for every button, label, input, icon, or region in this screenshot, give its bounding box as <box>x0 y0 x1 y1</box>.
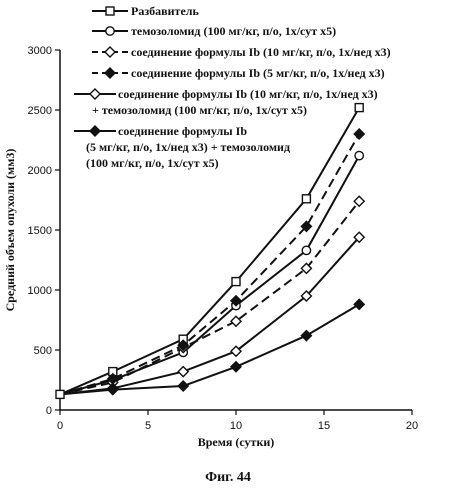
data-point <box>177 380 190 392</box>
data-point <box>353 195 366 208</box>
data-point <box>301 245 312 256</box>
legend-label: темозоломид (100 мг/кг, п/о, 1х/сут х5) <box>131 24 336 38</box>
legend-label: соединение формулы Ib <box>118 124 247 138</box>
legend-label: (100 мг/кг, п/о, 1х/сут х5) <box>86 156 219 170</box>
x-tick-label: 20 <box>406 420 418 432</box>
data-point <box>300 262 313 275</box>
y-tick-label: 0 <box>46 405 52 417</box>
series-line <box>59 155 361 396</box>
series-line <box>59 236 360 396</box>
data-point <box>353 298 366 311</box>
y-tick-label: 1500 <box>28 225 52 237</box>
data-point <box>230 294 242 307</box>
x-axis-title: Время (сутки) <box>198 435 275 449</box>
series-line <box>59 200 360 396</box>
x-tick-label: 10 <box>230 420 242 432</box>
x-tick-label: 15 <box>318 420 330 432</box>
data-point <box>300 290 313 302</box>
legend-marker <box>104 67 116 79</box>
data-point <box>300 220 313 233</box>
y-tick-label: 2000 <box>28 165 52 177</box>
y-axis-title: Средний объем опухоли (мм3) <box>3 149 17 312</box>
ticks: 0 5 10 15 20 0 500 1000 1500 2000 2500 3000 <box>28 45 419 432</box>
legend-label: соединение формулы Ib (10 мг/кг, п/о, 1х… <box>131 45 391 59</box>
series-line <box>59 303 360 396</box>
data-point <box>230 345 242 358</box>
data-point <box>354 102 364 113</box>
series-line <box>59 133 361 396</box>
data-point <box>106 383 119 396</box>
data-point <box>55 389 65 400</box>
data-point <box>353 231 366 244</box>
y-tick-label: 1000 <box>28 285 52 297</box>
data-point <box>300 329 313 342</box>
y-tick-label: 500 <box>34 345 52 357</box>
x-tick-label: 5 <box>145 420 151 432</box>
y-tick-label: 2500 <box>28 105 52 117</box>
y-tick-label: 3000 <box>28 45 52 57</box>
data-point <box>353 128 366 140</box>
legend-label: (5 мг/кг, п/о, 1х/нед х3) + темозоломид <box>86 140 290 154</box>
legend-label: + темозоломид (100 мг/кг, п/о, 1х/сут х5… <box>92 103 307 117</box>
legend-marker <box>104 46 116 58</box>
series-markers <box>55 102 366 400</box>
figure-caption: Фиг. 44 <box>205 470 251 485</box>
legend-label: Разбавитель <box>131 4 200 18</box>
data-point <box>354 150 365 161</box>
series-lines <box>59 107 361 396</box>
legend-marker <box>89 88 101 100</box>
legend-marker <box>105 6 115 16</box>
legend: Разбавитель темозоломид (100 мг/кг, п/о, … <box>74 4 391 170</box>
data-point <box>230 315 242 328</box>
legend-marker <box>89 125 101 137</box>
data-point <box>177 365 190 378</box>
legend-label: соединение формулы Ib (5 мг/кг, п/о, 1х/… <box>131 66 385 80</box>
data-point <box>177 339 190 352</box>
data-point <box>231 276 241 287</box>
data-point <box>301 194 312 204</box>
data-point <box>230 360 242 373</box>
legend-label: соединение формулы Ib (10 мг/кг, п/о, 1х… <box>118 87 378 101</box>
legend-marker <box>105 26 115 36</box>
x-tick-label: 0 <box>57 420 63 432</box>
series-line <box>59 107 361 396</box>
